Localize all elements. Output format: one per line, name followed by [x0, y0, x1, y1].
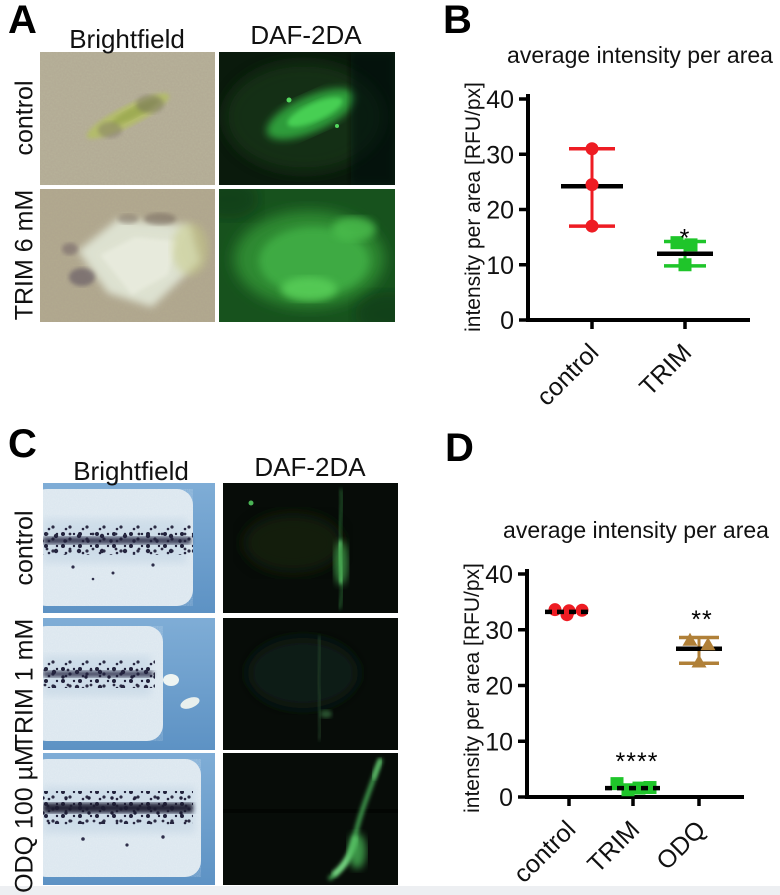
panel-c-label: C	[8, 422, 37, 466]
x-category-label: TRIM	[582, 815, 645, 878]
data-point	[691, 654, 707, 668]
data-point	[700, 637, 716, 651]
micro-bg	[223, 753, 398, 885]
data-point	[682, 632, 698, 646]
x-category-label: control	[531, 338, 604, 411]
panel-a-trim-daf2da-image	[219, 189, 395, 322]
y-tick-label: 20	[486, 197, 514, 225]
x-category-label: control	[508, 815, 581, 888]
panel-c-odq-daf2da-image	[223, 753, 398, 885]
panel-c-trim-daf2da-image	[223, 618, 398, 750]
y-tick-label: 0	[500, 307, 514, 335]
data-point	[585, 142, 599, 156]
data-point	[684, 238, 698, 252]
panel-c-control-brightfield-image	[43, 483, 215, 613]
y-tick-label: 30	[485, 617, 513, 645]
y-tick-label: 30	[486, 141, 514, 169]
panel-a-col-header-daf2da: DAF-2DA	[250, 20, 362, 50]
x-category-label: TRIM	[634, 338, 697, 401]
debris-blob	[163, 674, 179, 686]
panel-a-control-brightfield-image	[40, 52, 215, 185]
y-axis-label: intensity per area [RFU/px]	[461, 563, 484, 813]
significance-annotation: ****	[616, 748, 659, 776]
series-TRIM: *	[657, 225, 713, 272]
data-point	[670, 236, 684, 250]
panel-c-trim-brightfield-image	[43, 618, 215, 750]
panel-a-row-label-control: control	[10, 80, 39, 156]
panel-b-label: B	[443, 0, 472, 42]
y-tick-label: 40	[485, 561, 513, 589]
y-tick-label: 20	[485, 673, 513, 701]
panel-a-col-header-brightfield: Brightfield	[69, 24, 185, 54]
y-tick-label: 40	[486, 86, 514, 114]
significance-annotation: **	[691, 606, 712, 634]
y-axis-label: intensity per area [RFU/px]	[462, 82, 485, 332]
panel-c-control-daf2da-image	[223, 483, 398, 613]
data-point	[632, 781, 646, 795]
panel-a-control-daf2da-image	[219, 52, 395, 185]
significance-annotation: *	[680, 225, 691, 253]
data-point	[643, 781, 657, 795]
panel-c-odq-brightfield-image	[43, 753, 215, 885]
data-point	[585, 178, 599, 192]
panel-c-col-header-brightfield: Brightfield	[73, 456, 189, 486]
panel-a-trim-brightfield-image	[40, 189, 215, 322]
y-tick-label: 10	[485, 728, 513, 756]
bottom-margin-strip	[0, 886, 780, 895]
series-control	[545, 603, 593, 622]
data-point	[678, 258, 692, 272]
panel-b-chart: average intensity per area intensity per …	[462, 42, 773, 411]
series-ODQ: **	[676, 606, 722, 668]
y-tick-label: 10	[486, 252, 514, 280]
panel-c-row-label-odq: ODQ 100 µM	[10, 745, 39, 893]
x-category-label: ODQ	[651, 815, 711, 875]
chart-title: average intensity per area	[507, 42, 773, 68]
data-point	[585, 219, 599, 233]
panel-d-label: D	[445, 426, 474, 470]
fin-edge-fluorescence	[316, 635, 322, 741]
panel-a-row-label-trim: TRIM 6 mM	[10, 189, 39, 321]
panel-c-row-label-trim: TRIM 1 mM	[10, 618, 39, 750]
series-TRIM: ****	[605, 748, 661, 797]
chart-title: average intensity per area	[503, 517, 769, 543]
panel-c-row-label-control: control	[10, 510, 39, 586]
debris-blob	[180, 697, 200, 709]
panel-d-chart: average intensity per area intensity per …	[461, 517, 769, 888]
panel-a-label: A	[8, 0, 37, 42]
y-tick-label: 0	[499, 784, 513, 812]
panel-c-col-header-daf2da: DAF-2DA	[254, 452, 366, 482]
series-control	[561, 142, 623, 233]
